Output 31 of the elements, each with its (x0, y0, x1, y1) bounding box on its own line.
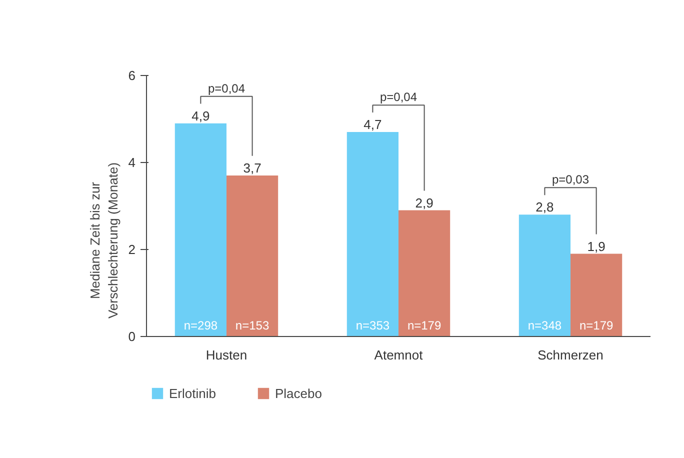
y-tick-label: 0 (128, 328, 136, 344)
y-tick-label: 6 (128, 68, 136, 83)
x-tick-label: Schmerzen (538, 347, 604, 362)
bar (398, 210, 450, 336)
bar (174, 123, 226, 336)
bar (518, 214, 571, 336)
y-tick-label: 4 (128, 154, 136, 170)
data-label: 4,9 (192, 108, 210, 124)
annotation: p=0,03 (552, 172, 590, 187)
data-label: 2,9 (415, 195, 434, 210)
x-tick-label: Husten (206, 347, 248, 362)
annotation: n=153 (235, 318, 270, 332)
legend-label: Erlotinib (169, 385, 216, 401)
bar (346, 132, 398, 336)
bar (570, 254, 622, 336)
annotation: n=179 (407, 318, 442, 332)
annotation: n=298 (184, 318, 218, 332)
data-label: 3,7 (243, 160, 262, 176)
x-tick-label: Atemnot (374, 347, 424, 362)
data-label: 4,7 (364, 117, 382, 132)
annotation: n=348 (528, 318, 562, 332)
bar (226, 176, 278, 336)
y-axis-title: Mediane Zeit bis zur Verschlechterung (Monate) (87, 162, 120, 319)
y-tick-label: 2 (128, 242, 136, 257)
annotation: n=179 (579, 318, 614, 332)
legend-label: Placebo (274, 385, 322, 401)
data-label: 1,9 (587, 238, 606, 254)
annotation: p=0,04 (380, 90, 418, 104)
annotation: p=0,04 (208, 81, 246, 96)
annotation: n=353 (356, 318, 390, 332)
data-label: 2,8 (536, 200, 554, 215)
